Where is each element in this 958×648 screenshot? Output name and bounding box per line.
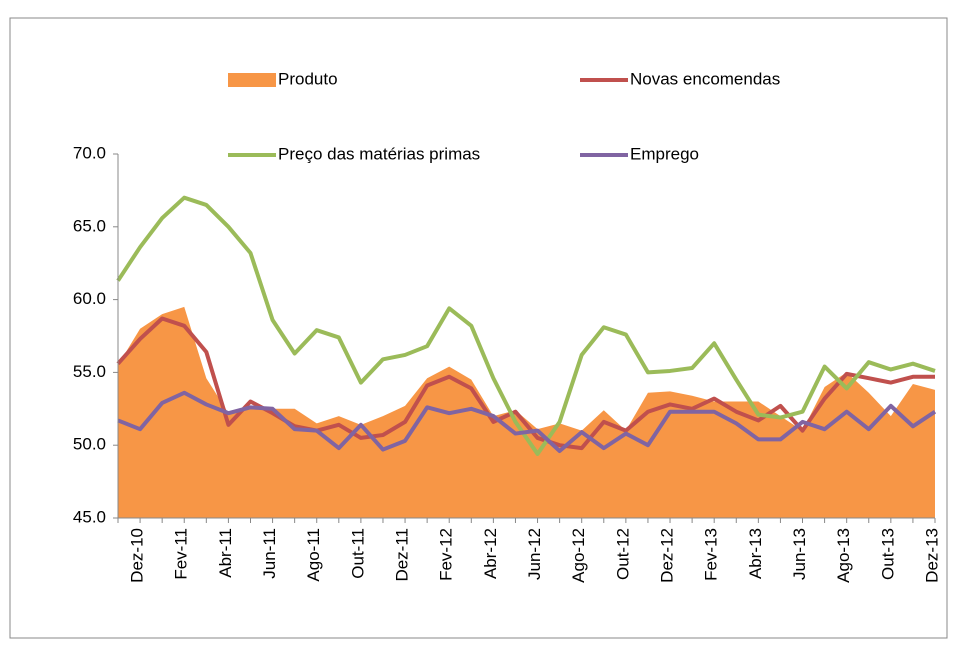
y-tick-label: 50.0: [73, 435, 106, 454]
x-tick-label: Ago-13: [834, 528, 853, 583]
x-tick-label: Dez-12: [658, 528, 677, 583]
x-tick-label: Jun-13: [790, 528, 809, 580]
area: [118, 306, 935, 518]
x-tick-label: Fev-11: [172, 528, 191, 580]
legend-label: Novas encomendas: [630, 69, 780, 88]
y-tick-label: 70.0: [73, 143, 106, 162]
legend-swatch: [228, 73, 276, 87]
legend-label: Emprego: [630, 144, 699, 163]
x-tick-label: Fev-13: [702, 528, 721, 581]
line: [116, 195, 936, 456]
x-tick-label: Dez-13: [922, 528, 941, 583]
x-tick-label: Dez-11: [393, 528, 412, 582]
x-tick-label: Ago-12: [569, 528, 588, 583]
legend-label: Produto: [278, 69, 338, 88]
x-tick-label: Out-12: [613, 528, 632, 580]
x-tick-label: Fev-12: [437, 528, 456, 581]
line: [117, 390, 937, 454]
legend-label: Preço das matérias primas: [278, 144, 480, 163]
x-tick-label: Abr-11: [216, 528, 235, 578]
y-tick-label: 60.0: [73, 289, 106, 308]
x-tick-label: Abr-12: [481, 528, 500, 579]
x-tick-label: Out-11: [348, 528, 367, 579]
y-tick-label: 65.0: [73, 216, 106, 235]
x-tick-label: Abr-13: [746, 528, 765, 579]
y-tick-label: 55.0: [73, 362, 106, 381]
x-tick-label: Out-13: [878, 528, 897, 580]
x-tick-label: Jun-11: [260, 528, 279, 579]
x-tick-label: Ago-11: [304, 528, 323, 582]
x-tick-label: Dez-10: [128, 528, 147, 583]
x-tick-label: Jun-12: [525, 528, 544, 580]
y-tick-label: 45.0: [73, 507, 106, 526]
